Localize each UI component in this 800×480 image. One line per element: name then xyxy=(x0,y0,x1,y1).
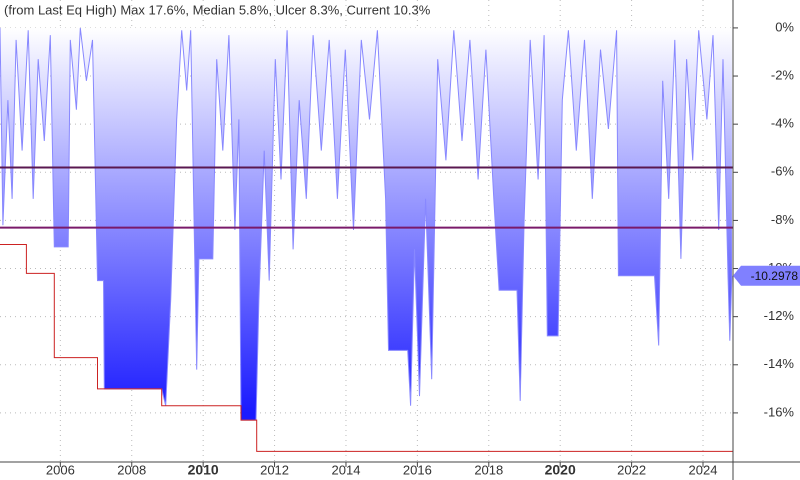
y-tick-label: -4% xyxy=(771,116,795,131)
drawdown-area xyxy=(0,27,732,421)
chart-title: (from Last Eq High) Max 17.6%, Median 5.… xyxy=(4,2,431,17)
current-label: -10.2978 xyxy=(751,269,799,283)
y-tick-label: -16% xyxy=(764,404,795,419)
y-tick-label: -12% xyxy=(764,308,795,323)
y-tick-label: -8% xyxy=(771,212,795,227)
max-drawdown-line xyxy=(0,244,733,452)
x-tick-label: 2024 xyxy=(689,462,718,477)
x-tick-label: 2020 xyxy=(545,462,576,478)
x-tick-label: 2010 xyxy=(188,462,219,478)
x-tick-label: 2016 xyxy=(403,462,432,477)
x-tick-label: 2008 xyxy=(117,462,146,477)
x-tick-label: 2018 xyxy=(474,462,503,477)
y-tick-label: -14% xyxy=(764,356,795,371)
x-tick-label: 2006 xyxy=(46,462,75,477)
x-tick-label: 2014 xyxy=(332,462,361,477)
y-tick-label: -2% xyxy=(771,67,795,82)
x-tick-label: 2022 xyxy=(617,462,646,477)
y-tick-label: 0% xyxy=(775,19,794,34)
y-tick-label: -6% xyxy=(771,164,795,179)
x-tick-label: 2012 xyxy=(260,462,289,477)
current-marker xyxy=(733,265,800,286)
drawdown-line xyxy=(0,27,733,421)
